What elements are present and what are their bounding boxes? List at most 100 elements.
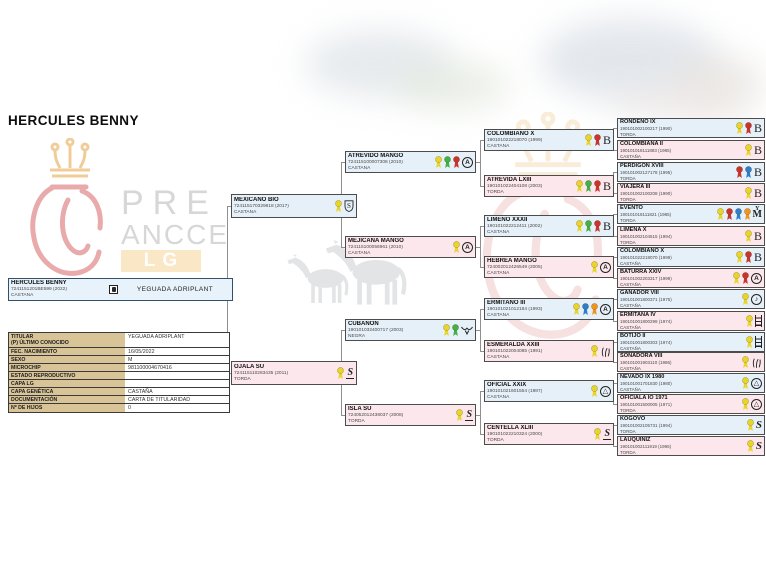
pedigree-connector-line	[341, 162, 345, 163]
info-value	[125, 372, 229, 379]
horse-name: MEXICANO BIO	[234, 196, 279, 203]
pedigree-connector-line	[613, 214, 617, 215]
horse-coat-color: CASTAÑA	[620, 302, 641, 308]
pedigree-box[interactable]: OFICIALA IO 1971 190101001500005 (1971) TO…	[617, 394, 765, 414]
info-label: TITULAR (P) ÚLTIMO CONOCIDO	[9, 333, 125, 347]
award-rosette-icon	[582, 302, 589, 316]
pedigree-box[interactable]: RONDEÑO IX 190101002100217 (1990) TORDA B	[617, 118, 765, 138]
horse-registration: 190101002111919 (1995)	[620, 443, 672, 449]
horse-coat-color: TORDA	[620, 175, 636, 181]
horse-coat-color: CASTAÑA	[487, 229, 510, 235]
pedigree-box[interactable]: MEXICANO BIO 724115170329818 (2017) CASTAÑ…	[231, 194, 357, 218]
pedigree-connector-line	[341, 415, 345, 416]
pedigree-box[interactable]: LAUQUINIZ 190101002111919 (1995) TORDA S	[617, 436, 765, 456]
pedigree-box[interactable]: ATREVIDO MANGO 724115100007308 (2010) CAST…	[345, 151, 476, 173]
pedigree-box[interactable]: CENTELLA XLIII 190101022210324 (2000) TORD…	[484, 423, 614, 445]
award-rosette-icon	[456, 408, 464, 422]
pedigree-box[interactable]: LIMEÑO XXXII 190101022212411 (2002) CASTAÑ…	[484, 215, 614, 237]
horse-registration: 190101002203317 (1999)	[620, 275, 672, 281]
pedigree-box[interactable]: CUBANON 190101032400717 (2003) NEGRA	[345, 319, 476, 341]
award-rosette-icon	[591, 260, 598, 274]
horse-name: GANADOR VIII	[620, 289, 659, 296]
pedigree-connector-line	[472, 247, 480, 248]
horse-registration: 190101022218070 (1999)	[620, 254, 672, 260]
horse-registration: 190101002100217 (1990)	[620, 125, 672, 131]
horse-coat-color: CASTAÑA	[487, 312, 510, 318]
pedigree-box[interactable]: COLOMBIANO X 190101022218070 (1999) CASTAÑ…	[484, 129, 614, 151]
pedigree-box[interactable]: GANADOR VIII 190101001800371 (1975) CASTAÑ…	[617, 289, 765, 309]
pedigree-connector-line	[613, 172, 617, 173]
brand-circle-a-icon: A	[600, 303, 611, 315]
brand-circle-tri-icon: △	[600, 385, 611, 397]
award-rosette-icon	[594, 179, 601, 193]
pedigree-box[interactable]: VIAJERA III 190101002100208 (1990) TORDA B	[617, 183, 765, 203]
info-table-row: ESTADO REPRODUCTIVO	[9, 372, 229, 380]
horse-registration: 190101022404108 (2003)	[487, 183, 543, 189]
horse-coat-color: CASTAÑA	[487, 270, 510, 276]
pedigree-box[interactable]: ESMERALDA XXIII 190101022004085 (1991) CAS…	[484, 340, 614, 362]
horse-registration: 190101021601554 (1987)	[487, 388, 543, 394]
info-value: CARTA DE TITULARIDAD	[128, 397, 191, 403]
horse-coat-color: CASTAÑA	[620, 365, 641, 371]
brand-circle-tri-icon: △	[751, 398, 762, 410]
horse-coat-color: CASTAÑA	[487, 394, 510, 400]
pedigree-box[interactable]: NEVADO IX 1980 190101001701830 (1980) CAST…	[617, 373, 765, 393]
pedigree-box[interactable]: LIMEÑA X 190101002104515 (1994) TORDA B	[617, 226, 765, 246]
horse-registration: 190101001800299 (1974)	[620, 318, 672, 324]
horse-name: BATURRA XXIV	[620, 268, 662, 275]
watermark-lg-badge: LG	[121, 250, 201, 272]
info-value: M	[128, 357, 133, 363]
subject-owner-link[interactable]: YEGUADA ADRIPLANT	[136, 286, 214, 293]
horse-name: COLOMBIANO X	[620, 247, 665, 254]
pedigree-box[interactable]: EVENTO 190101018111821 (1985) TORDA Y M	[617, 204, 765, 224]
info-label: ESTADO REPRODUCTIVO	[9, 372, 125, 379]
pedigree-connector-line	[613, 362, 617, 363]
award-rosette-icon	[591, 344, 598, 358]
info-label: CAPA LG	[9, 380, 125, 387]
pedigree-box[interactable]: PERDIGON XVIII 190101002127178 (1995) TORD…	[617, 162, 765, 182]
page-title: HERCULES BENNY	[8, 113, 139, 128]
pedigree-box[interactable]: HEBREA MANGO 724002012426549 (2005) CASTAÑ…	[484, 256, 614, 278]
info-label: DOCUMENTACIÓN	[9, 396, 125, 403]
pedigree-connector-line	[472, 330, 480, 331]
pedigree-connector-line	[613, 128, 617, 129]
horse-name: OFICIAL XXIX	[487, 381, 527, 388]
pedigree-box[interactable]: ERMITAÑO III 190101021012184 (1993) CASTAÑ…	[484, 298, 614, 320]
horse-name: HEBREA MANGO	[487, 257, 537, 264]
pedigree-connector-line	[613, 425, 617, 426]
award-rosette-icon	[335, 199, 342, 213]
horse-coat-color: CASTAÑA	[487, 354, 510, 360]
pedigree-box[interactable]: ATREVIDA LXIII 190101022404108 (2003) TORD…	[484, 175, 614, 197]
horse-coat-color: TORDA	[348, 418, 365, 424]
pedigree-box[interactable]: ERMITANA IV 190101001800299 (1974) CASTAÑA	[617, 311, 765, 331]
award-rosette-icon	[742, 355, 749, 369]
pedigree-connector-line	[613, 383, 617, 384]
brand-circle-a-icon: A	[462, 156, 473, 168]
horse-registration: 724115100056961 (2010)	[348, 244, 403, 250]
pedigree-box[interactable]: ISLA SU 724052012438037 (2008) TORDA S	[345, 404, 476, 426]
brand-s-curl-icon: S	[755, 439, 762, 452]
watermark-word-pre: PRE	[121, 184, 218, 222]
pedigree-connector-line	[613, 299, 617, 300]
brand-s-curl-icon: S	[755, 418, 762, 431]
pedigree-connector-line	[613, 150, 617, 151]
pedigree-box[interactable]: KOGOVO 190101002105731 (1994) TORDA S	[617, 415, 765, 435]
pedigree-box[interactable]: BOTIJO II 190101001800303 (1974) CASTAÑA	[617, 332, 765, 352]
brand-bird-icon	[461, 326, 473, 335]
info-table-row: FEC. NACIMIENTO 16/05/2022	[9, 348, 229, 356]
pedigree-connector-line	[341, 247, 345, 248]
pedigree-box[interactable]: COLOMBIANA II 190101018111883 (1985) CASTA…	[617, 140, 765, 160]
award-rosette-icon	[452, 323, 459, 337]
pedigree-box[interactable]: SOÑADORA VIII 190101001903110 (1986) CASTA…	[617, 352, 765, 372]
pedigree-box[interactable]: OJALA SU 724115110283435 (2011) TORDA S	[231, 361, 357, 385]
pedigree-box[interactable]: MEJICANA MANGO 724115100056961 (2010) CAST…	[345, 236, 476, 258]
brand-claw-icon	[751, 357, 762, 368]
horse-registration: 190101018111883 (1985)	[620, 147, 672, 153]
pedigree-box[interactable]: COLOMBIANO X 190101022218070 (1999) CASTAÑ…	[617, 247, 765, 267]
pedigree-box[interactable]: BATURRA XXIV 190101002203317 (1999) CASTAÑ…	[617, 268, 765, 288]
subject-horse-box[interactable]: HERCULES BENNY 7241151201BE599 (2022) CA…	[8, 278, 233, 301]
pedigree-connector-line	[613, 257, 617, 258]
pedigree-connector-line	[480, 309, 481, 351]
pedigree-box[interactable]: OFICIAL XXIX 190101021601554 (1987) CASTAÑ…	[484, 380, 614, 402]
info-value: 0	[128, 405, 131, 411]
